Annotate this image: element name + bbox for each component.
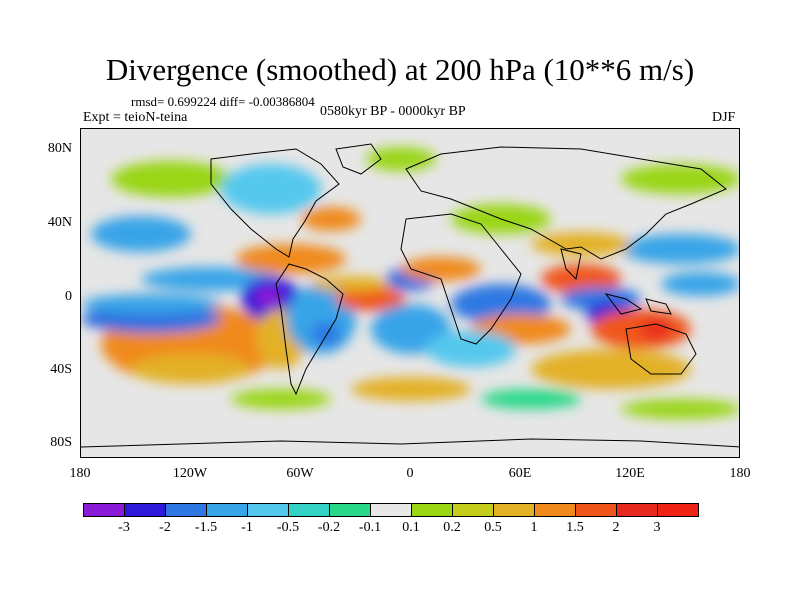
divergence-field xyxy=(81,147,739,419)
colorbar-box xyxy=(657,503,699,517)
colorbar-box xyxy=(616,503,658,517)
colorbar-box xyxy=(575,503,617,517)
colorbar-label: 1.5 xyxy=(566,520,584,535)
colorbar-box xyxy=(493,503,535,517)
period-label: 0580kyr BP - 0000kyr BP xyxy=(320,104,466,119)
colorbar-box xyxy=(411,503,453,517)
x-tick-label: 60W xyxy=(286,466,314,481)
colorbar-label: 2 xyxy=(612,520,620,535)
colorbar-label: -0.2 xyxy=(317,520,341,535)
colorbar-label: -0.5 xyxy=(276,520,300,535)
map-svg xyxy=(81,143,739,448)
colorbar-box xyxy=(165,503,207,517)
rmsd-label: rmsd= 0.699224 diff= -0.00386804 xyxy=(131,94,315,109)
colorbar-label: 0.1 xyxy=(402,520,420,535)
divergence-map xyxy=(80,128,740,458)
colorbar-box xyxy=(83,503,125,517)
season-label: DJF xyxy=(712,110,736,125)
x-tick-label: 180 xyxy=(69,466,91,481)
colorbar-box xyxy=(288,503,330,517)
colorbar-box xyxy=(206,503,248,517)
y-tick-label: 40S xyxy=(50,362,72,377)
x-tick-label: 120E xyxy=(615,466,645,481)
colorbar-box xyxy=(370,503,412,517)
coastlines xyxy=(81,143,739,448)
colorbar xyxy=(83,503,699,517)
colorbar-box xyxy=(452,503,494,517)
colorbar-label: -2 xyxy=(159,520,171,535)
x-tick-label: 180 xyxy=(729,466,751,481)
y-tick-label: 0 xyxy=(65,289,72,304)
y-tick-label: 80S xyxy=(50,435,72,450)
colorbar-label: -0.1 xyxy=(358,520,382,535)
colorbar-box xyxy=(329,503,371,517)
x-tick-label: 0 xyxy=(406,466,414,481)
colorbar-box xyxy=(247,503,289,517)
y-tick-label: 40N xyxy=(47,215,72,230)
colorbar-box xyxy=(124,503,166,517)
colorbar-label: -1.5 xyxy=(194,520,218,535)
colorbar-label: 3 xyxy=(653,520,661,535)
x-tick-label: 60E xyxy=(508,466,532,481)
colorbar-label: -3 xyxy=(118,520,130,535)
y-tick-label: 80N xyxy=(47,141,72,156)
experiment-label: Expt = teioN-teina xyxy=(83,110,188,125)
colorbar-label: 0.2 xyxy=(443,520,461,535)
colorbar-label: 1 xyxy=(530,520,538,535)
colorbar-label: 0.5 xyxy=(484,520,502,535)
colorbar-label: -1 xyxy=(241,520,253,535)
colorbar-box xyxy=(534,503,576,517)
x-tick-label: 120W xyxy=(172,466,208,481)
plot-title: Divergence (smoothed) at 200 hPa (10**6 … xyxy=(105,52,695,87)
